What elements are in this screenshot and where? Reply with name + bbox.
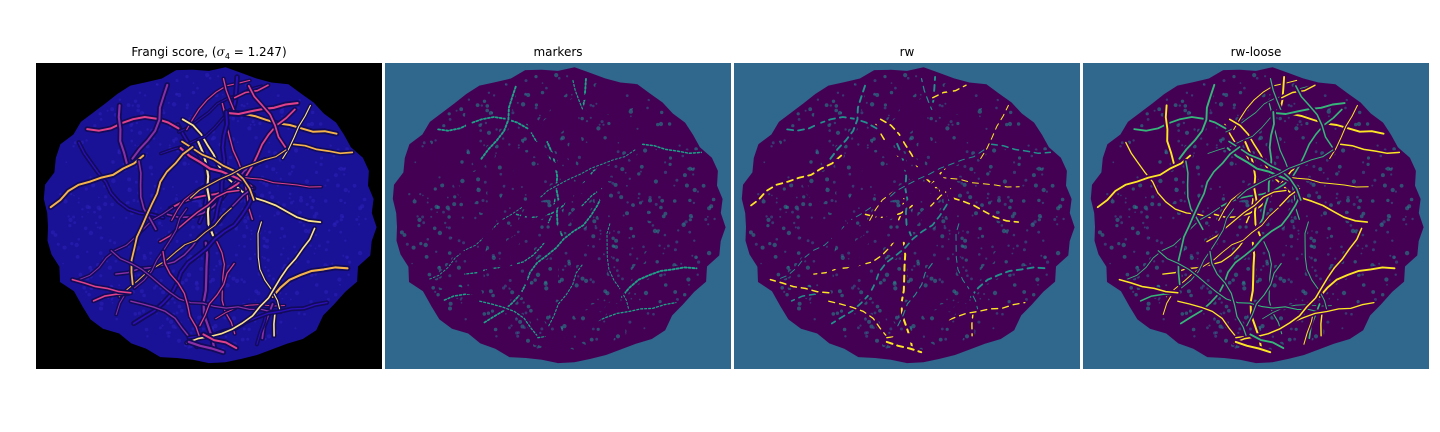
panel-image bbox=[734, 63, 1080, 369]
panel-markers bbox=[385, 63, 731, 369]
title-subscript: 4 bbox=[224, 52, 230, 61]
panel-image bbox=[385, 63, 731, 369]
vessel-network bbox=[745, 74, 1053, 356]
vessel-network bbox=[47, 74, 355, 356]
panel-rw-loose bbox=[1083, 63, 1429, 369]
panel-title-rw-loose: rw-loose bbox=[1230, 45, 1282, 59]
panel-image bbox=[36, 63, 382, 369]
panel-rw bbox=[734, 63, 1080, 369]
title-prefix: Frangi score, ( bbox=[131, 45, 217, 59]
panel-title-markers: markers bbox=[533, 45, 583, 59]
panel-title-rw: rw bbox=[899, 45, 915, 59]
vessel-network bbox=[396, 74, 704, 356]
vessel-network bbox=[1094, 74, 1402, 356]
panel-frangi bbox=[36, 63, 382, 369]
panel-image bbox=[1083, 63, 1429, 369]
title-symbol: σ bbox=[216, 45, 225, 59]
panel-title-frangi: Frangi score, (σ4 = 1.247) bbox=[36, 45, 382, 61]
title-suffix: = 1.247) bbox=[229, 45, 287, 59]
